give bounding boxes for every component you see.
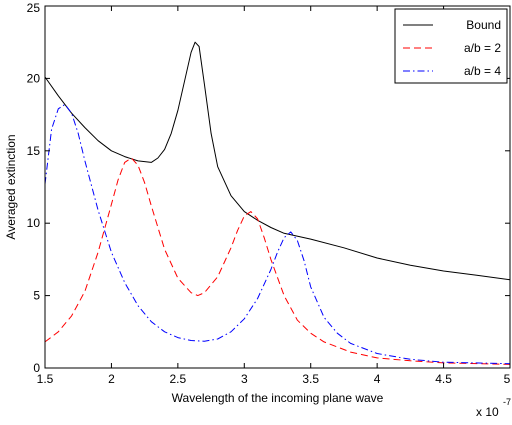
y-tick-label: 5 <box>33 289 40 303</box>
x-tick-label: 2.5 <box>170 372 187 386</box>
x-tick-label: 5 <box>504 372 511 386</box>
y-tick-label: 15 <box>27 144 41 158</box>
legend-label-2: a/b = 2 <box>464 41 501 55</box>
series-line-1 <box>44 41 511 281</box>
legend-label-3: a/b = 4 <box>464 64 501 78</box>
x-tick-label: 3 <box>241 372 248 386</box>
legend-label-1: Bound <box>466 18 501 32</box>
y-tick-label: 25 <box>27 1 41 15</box>
y-tick-label: 20 <box>27 71 41 85</box>
y-axis-title: Averaged extinction <box>4 134 18 239</box>
ticks-layer: 1.5 2 2.5 3 3.5 4 4.5 5 0 5 10 15 20 25 <box>27 1 511 386</box>
x-tick-label: 3.5 <box>302 372 319 386</box>
x-axis-multiplier: x 10 <box>476 405 499 419</box>
plot-frame <box>44 5 511 369</box>
x-tick-label: 1.5 <box>37 372 54 386</box>
x-axis-title: Wavelength of the incoming plane wave <box>172 391 384 405</box>
series-line-2 <box>44 157 511 365</box>
legend: Bound a/b = 2 a/b = 4 <box>394 8 508 84</box>
y-tick-label: 0 <box>33 361 40 375</box>
series-line-3 <box>44 104 511 365</box>
x-tick-label: 2 <box>108 372 115 386</box>
y-tick-label: 10 <box>27 216 41 230</box>
x-axis-multiplier-exponent: -7 <box>503 397 511 407</box>
series-layer <box>44 41 511 365</box>
x-tick-label: 4 <box>374 372 381 386</box>
x-tick-label: 4.5 <box>435 372 452 386</box>
